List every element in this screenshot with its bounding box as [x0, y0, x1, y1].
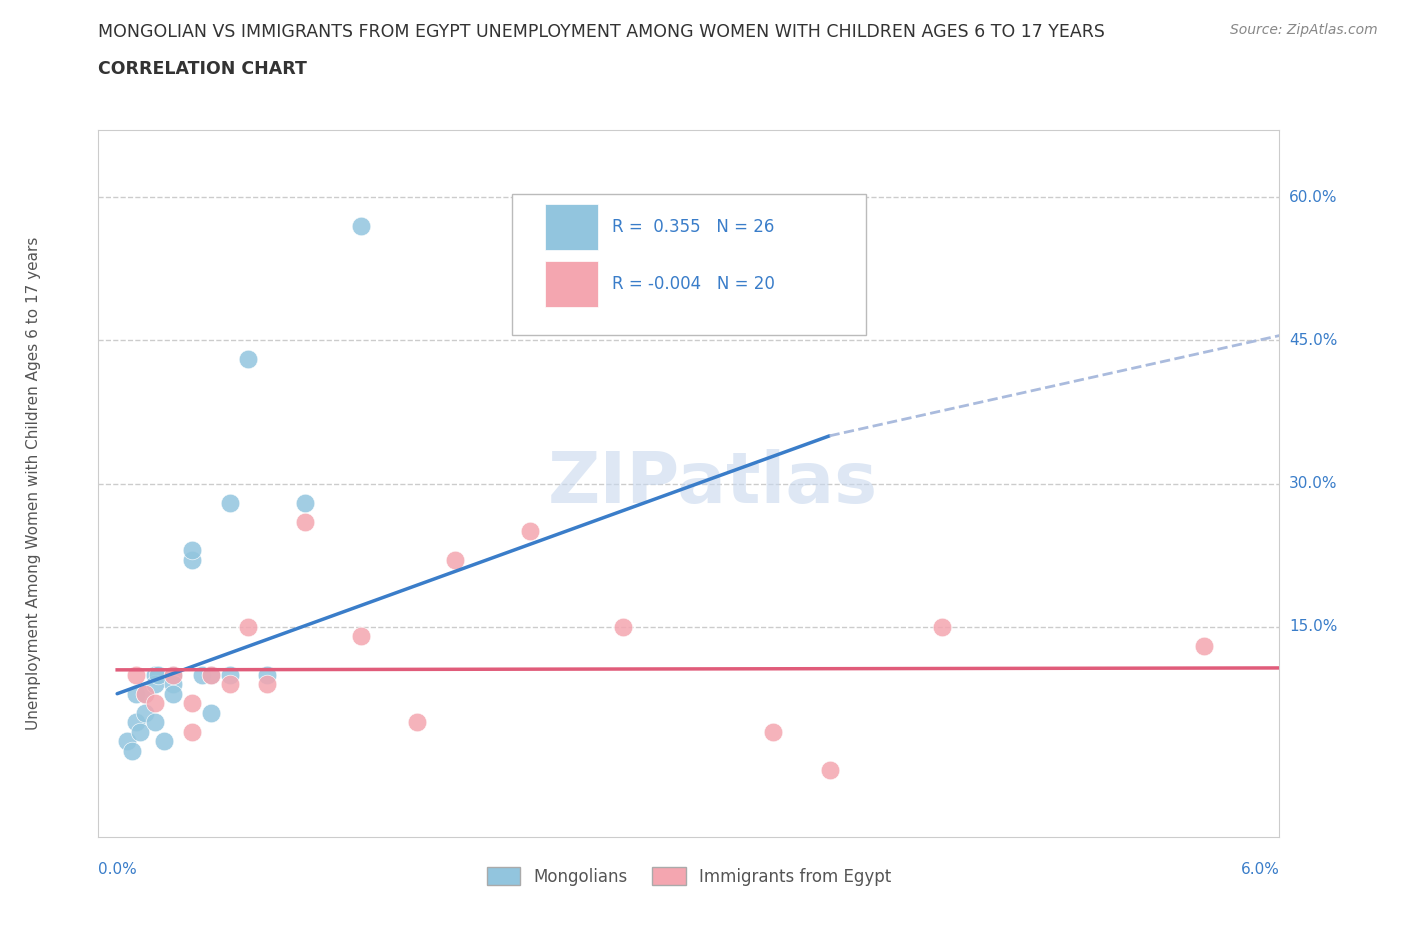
Point [162, 667, 184, 682]
Point [134, 686, 156, 701]
Point [125, 715, 148, 730]
Point [256, 677, 278, 692]
Point [134, 686, 156, 701]
Point [1194, 639, 1216, 654]
Point [125, 667, 148, 682]
Point [128, 724, 150, 739]
Text: 30.0%: 30.0% [1289, 476, 1337, 491]
Point [218, 677, 240, 692]
Text: R = -0.004   N = 20: R = -0.004 N = 20 [612, 275, 775, 293]
Text: 6.0%: 6.0% [1240, 862, 1279, 877]
Point [238, 619, 260, 634]
Point [143, 696, 166, 711]
Point [181, 552, 204, 567]
Point [406, 715, 429, 730]
Point [350, 629, 373, 644]
Text: 60.0%: 60.0% [1289, 190, 1337, 205]
Point [190, 667, 212, 682]
Point [121, 744, 143, 759]
Text: MONGOLIAN VS IMMIGRANTS FROM EGYPT UNEMPLOYMENT AMONG WOMEN WITH CHILDREN AGES 6: MONGOLIAN VS IMMIGRANTS FROM EGYPT UNEMP… [98, 23, 1105, 41]
Point [294, 514, 316, 529]
Point [931, 619, 953, 634]
Point [256, 667, 278, 682]
Point [218, 667, 240, 682]
Point [153, 734, 176, 749]
Point [294, 496, 316, 511]
Text: CORRELATION CHART: CORRELATION CHART [98, 60, 308, 78]
Point [350, 219, 373, 233]
Point [200, 705, 222, 720]
Point [162, 667, 184, 682]
Bar [546, 205, 598, 250]
Point [134, 705, 156, 720]
Text: ZIPatlas: ZIPatlas [547, 449, 877, 518]
Point [181, 724, 204, 739]
FancyBboxPatch shape [512, 193, 866, 335]
Point [818, 763, 841, 777]
Point [200, 667, 222, 682]
Point [443, 552, 465, 567]
Text: R =  0.355   N = 26: R = 0.355 N = 26 [612, 219, 775, 236]
Text: Unemployment Among Women with Children Ages 6 to 17 years: Unemployment Among Women with Children A… [25, 237, 41, 730]
Point [148, 667, 170, 682]
Point [143, 715, 166, 730]
Point [162, 686, 184, 701]
Point [238, 352, 260, 366]
Point [162, 677, 184, 692]
Point [125, 686, 148, 701]
Point [115, 734, 138, 749]
Point [181, 696, 204, 711]
Point [762, 724, 785, 739]
Text: 15.0%: 15.0% [1289, 619, 1337, 634]
Bar [546, 261, 598, 307]
Text: Source: ZipAtlas.com: Source: ZipAtlas.com [1230, 23, 1378, 37]
Point [200, 667, 222, 682]
Legend: Mongolians, Immigrants from Egypt: Mongolians, Immigrants from Egypt [479, 861, 898, 892]
Point [143, 677, 166, 692]
Point [181, 543, 204, 558]
Point [218, 496, 240, 511]
Point [143, 667, 166, 682]
Point [612, 619, 634, 634]
Text: 45.0%: 45.0% [1289, 333, 1337, 348]
Text: 0.0%: 0.0% [98, 862, 138, 877]
Point [519, 524, 541, 538]
